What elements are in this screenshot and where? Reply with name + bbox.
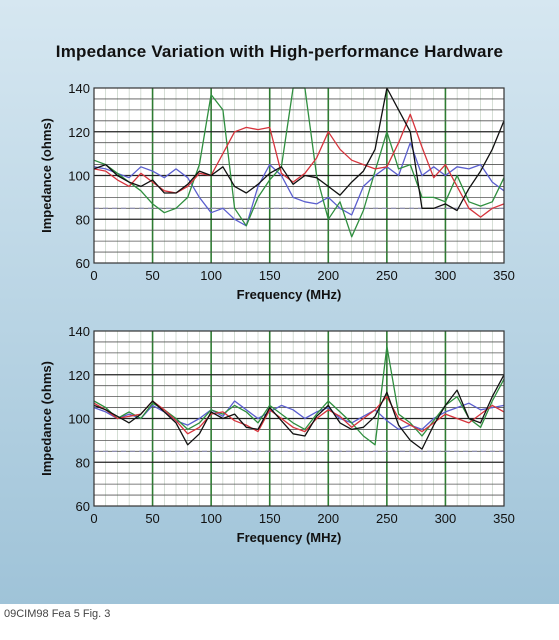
x-tick-label: 0	[90, 268, 97, 283]
x-tick-label: 150	[259, 268, 281, 283]
x-tick-label: 50	[145, 511, 159, 526]
x-tick-label: 300	[435, 268, 457, 283]
y-tick-label: 120	[68, 368, 90, 383]
series-line-4	[93, 87, 505, 212]
x-tick-label: 350	[493, 268, 515, 283]
x-tick-label: 250	[376, 511, 398, 526]
x-tick-label: 100	[200, 268, 222, 283]
x-tick-label: 200	[317, 511, 339, 526]
x-tick-label: 300	[435, 511, 457, 526]
chart-title: Impedance Variation with High-performanc…	[55, 42, 504, 61]
y-tick-label: 100	[68, 412, 90, 427]
chart-bottom: 0 50 100 150 200 250 300 350 60 80 100 120 140 Freque…	[39, 324, 515, 545]
y-tick-label: 140	[68, 324, 90, 339]
y-axis-label: Impedance (ohms)	[39, 118, 54, 233]
x-tick-label: 250	[376, 268, 398, 283]
series-line-3	[93, 113, 505, 218]
x-axis-label: Frequency (MHz)	[237, 287, 342, 302]
x-tick-label: 150	[259, 511, 281, 526]
plot-frame	[93, 87, 505, 264]
y-tick-label: 60	[76, 256, 90, 271]
y-tick-label: 100	[68, 169, 90, 184]
x-tick-label: 200	[317, 268, 339, 283]
y-axis-label: Impedance (ohms)	[39, 361, 54, 476]
x-axis-label: Frequency (MHz)	[237, 530, 342, 545]
chart-top: 0 50 100 150 200 250 300 350 60 80 100 120 140 Freque…	[39, 81, 515, 302]
y-tick-label: 140	[68, 81, 90, 96]
y-tick-label: 80	[76, 455, 90, 470]
plot-frame	[93, 330, 505, 507]
x-tick-label: 350	[493, 511, 515, 526]
series-line-1	[93, 142, 505, 227]
y-tick-label: 60	[76, 499, 90, 514]
figure-credit: 09CIM98 Fea 5 Fig. 3	[4, 608, 111, 620]
x-tick-label: 0	[90, 511, 97, 526]
y-tick-label: 120	[68, 125, 90, 140]
x-tick-label: 50	[145, 268, 159, 283]
series-line-4	[93, 374, 505, 450]
x-tick-label: 100	[200, 511, 222, 526]
y-tick-label: 80	[76, 212, 90, 227]
